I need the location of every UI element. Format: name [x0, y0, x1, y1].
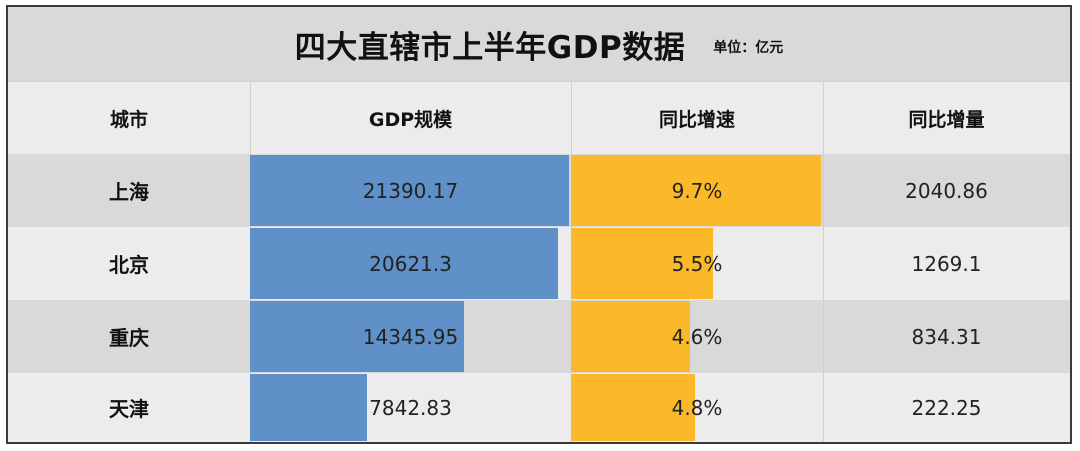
table-row: 上海 21390.17 9.7% 2040.86 — [8, 154, 1070, 227]
gdp-value: 14345.95 — [362, 324, 459, 349]
column-divider — [571, 82, 572, 154]
gdp-bar — [250, 228, 558, 299]
increment-value: 222.25 — [911, 395, 982, 420]
column-divider — [823, 227, 824, 300]
gdp-cell: 7842.83 — [250, 373, 571, 442]
increment-cell: 2040.86 — [823, 154, 1070, 227]
city-cell: 重庆 — [109, 326, 149, 350]
rate-bar — [571, 301, 690, 372]
gdp-cell: 20621.3 — [250, 227, 571, 300]
header-rate: 同比增速 — [658, 108, 735, 131]
table-title: 四大直辖市上半年GDP数据 — [294, 29, 686, 66]
city-cell: 上海 — [109, 180, 149, 204]
title-bar: 四大直辖市上半年GDP数据 单位：亿元 — [8, 7, 1070, 82]
increment-value: 834.31 — [911, 324, 982, 349]
gdp-value: 21390.17 — [362, 178, 459, 203]
gdp-bar — [250, 374, 367, 441]
city-cell: 天津 — [109, 397, 149, 421]
rate-bar — [571, 374, 695, 441]
gdp-value: 20621.3 — [369, 251, 452, 276]
gdp-value: 7842.83 — [369, 395, 452, 420]
rate-cell: 4.8% — [571, 373, 823, 442]
column-divider — [823, 300, 824, 373]
header-increment: 同比增量 — [908, 108, 985, 131]
gdp-cell: 14345.95 — [250, 300, 571, 373]
rate-bar — [571, 228, 713, 299]
gdp-bar — [250, 301, 464, 372]
gdp-cell: 21390.17 — [250, 154, 571, 227]
column-divider — [823, 82, 824, 154]
increment-value: 1269.1 — [911, 251, 982, 276]
rate-cell: 9.7% — [571, 154, 823, 227]
rate-cell: 5.5% — [571, 227, 823, 300]
increment-cell: 222.25 — [823, 373, 1070, 442]
rate-value: 4.6% — [671, 324, 723, 349]
column-divider — [823, 373, 824, 442]
header-gdp: GDP规模 — [368, 108, 453, 131]
column-divider — [250, 82, 251, 154]
rate-value: 5.5% — [671, 251, 723, 276]
increment-cell: 834.31 — [823, 300, 1070, 373]
table-row: 北京 20621.3 5.5% 1269.1 — [8, 227, 1070, 300]
rate-value: 9.7% — [671, 178, 723, 203]
table-row: 天津 7842.83 4.8% 222.25 — [8, 373, 1070, 442]
table-row: 重庆 14345.95 4.6% 834.31 — [8, 300, 1070, 373]
gdp-table: 四大直辖市上半年GDP数据 单位：亿元 城市 GDP规模 同比增速 同比增量 上… — [6, 5, 1072, 444]
city-cell: 北京 — [109, 253, 149, 277]
rate-cell: 4.6% — [571, 300, 823, 373]
title-container: 四大直辖市上半年GDP数据 单位：亿元 — [8, 7, 1070, 81]
gdp-bar — [250, 155, 569, 226]
rate-value: 4.8% — [671, 395, 723, 420]
header-city: 城市 — [109, 108, 148, 131]
column-divider — [823, 154, 824, 227]
increment-cell: 1269.1 — [823, 227, 1070, 300]
increment-value: 2040.86 — [905, 178, 988, 203]
rate-bar — [571, 155, 821, 226]
header-row: 城市 GDP规模 同比增速 同比增量 — [8, 82, 1070, 154]
unit-label: 单位：亿元 — [713, 40, 784, 56]
